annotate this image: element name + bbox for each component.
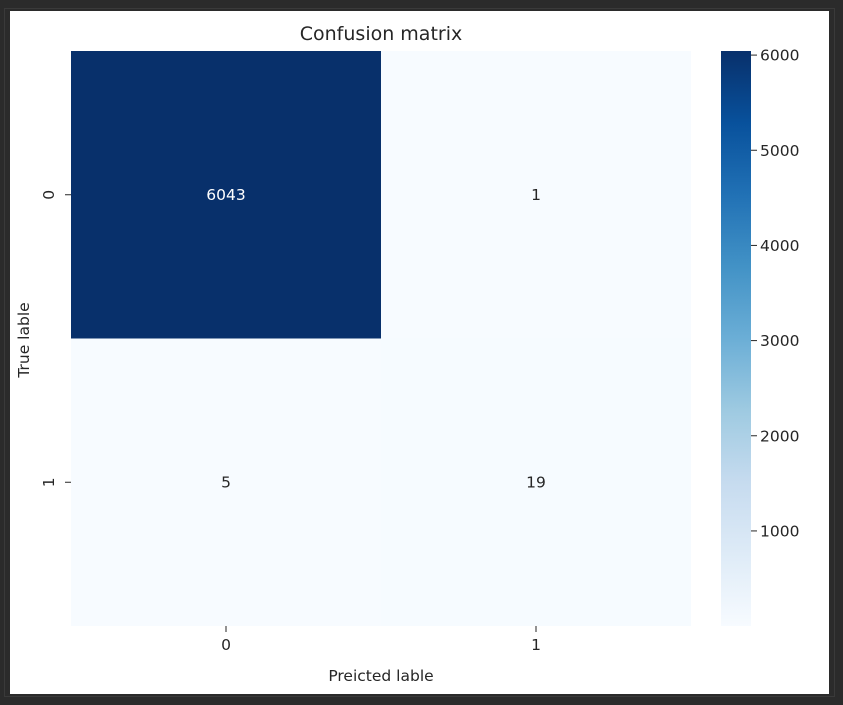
- colorbar-tick-label-4: 5000: [760, 142, 799, 160]
- chart-title: Confusion matrix: [300, 23, 462, 45]
- colorbar-tick-label-5: 6000: [760, 47, 799, 65]
- heatmap-cell-0-0: [71, 51, 381, 339]
- y-tick-label-1: 1: [40, 477, 58, 487]
- heatmap-cell-0-1: [381, 51, 691, 339]
- colorbar-tick-label-0: 1000: [760, 522, 799, 540]
- heatmap-cell-1-0: [71, 338, 381, 626]
- cell-value-1-0: 5: [221, 473, 231, 491]
- heatmap-cells: [71, 51, 691, 626]
- x-tick-label-0: 0: [221, 636, 231, 654]
- x-tick-label-1: 1: [531, 636, 541, 654]
- cell-annotations: 6043 1 5 19: [206, 186, 546, 492]
- colorbar-ticks: 1000 2000 3000 4000 5000 6000: [751, 47, 799, 540]
- x-axis-label: Preicted lable: [328, 667, 433, 685]
- colorbar: [721, 51, 751, 626]
- colorbar-tick-label-3: 4000: [760, 237, 799, 255]
- colorbar-tick-label-2: 3000: [760, 332, 799, 350]
- heatmap-cell-1-1: [381, 338, 691, 626]
- cell-value-0-0: 6043: [206, 186, 245, 204]
- colorbar-tick-label-1: 2000: [760, 427, 799, 445]
- y-tick-label-0: 0: [40, 190, 58, 200]
- cell-value-0-1: 1: [531, 186, 541, 204]
- y-axis-ticks: 01: [40, 190, 71, 487]
- y-axis-label: True lable: [15, 302, 33, 378]
- cell-value-1-1: 19: [526, 473, 546, 491]
- window-frame: [4, 8, 835, 697]
